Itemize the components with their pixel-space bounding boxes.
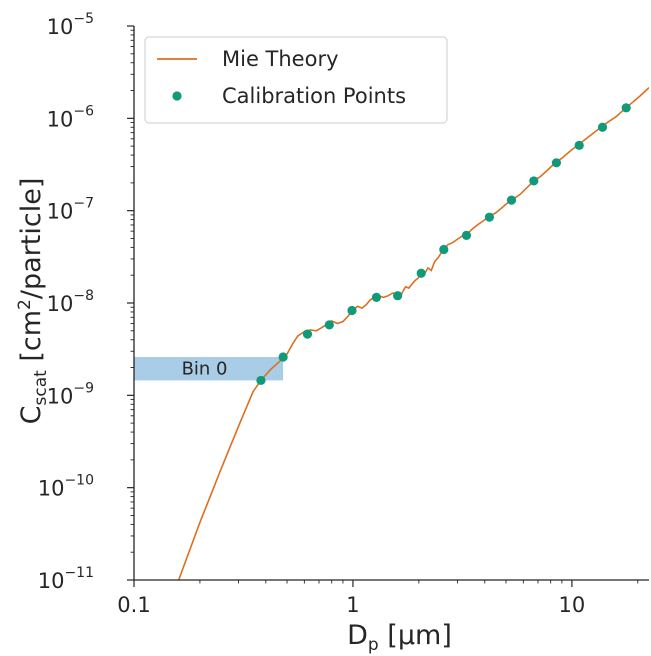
x-tick-label: 0.1 [117,593,150,617]
calibration-point [439,244,449,255]
y-axis-label: Cscat [cm2/particle] [15,178,51,425]
bin-band [134,357,284,381]
points-layer [256,103,631,386]
y-tick-label: 10−9 [47,380,94,408]
y-tick-label: 10−5 [47,11,94,39]
calibration-point [461,230,472,240]
legend-box [144,36,448,124]
calibration-point [597,122,608,132]
y-tick-label: 10−10 [38,473,94,501]
calibration-point [302,329,313,339]
y-tick-label: 10−6 [47,103,94,131]
calibration-point [621,103,631,113]
x-tick-label: 1 [346,593,359,617]
legend-entry-label: Mie Theory [222,47,339,71]
calibration-point [506,195,517,205]
calibration-point [371,292,382,302]
annotation-layer: Bin 0 [134,357,284,381]
axis-labels: Dp [μm] Cscat [cm2/particle] [15,178,452,655]
bin-label: Bin 0 [182,359,228,380]
x-axis-label: Dp [μm] [347,620,452,655]
calibration-point [256,375,266,386]
y-tick-label: 10−8 [47,288,94,316]
calibration-point [574,140,584,150]
calibration-point [324,320,334,330]
y-tick-label: 10−11 [38,565,94,593]
legend-marker-swatch [172,91,182,101]
calibration-point [347,305,357,316]
series-layer [177,87,649,580]
calibration-point [551,158,562,168]
series-mie-theory-line [177,87,649,580]
calibration-point [416,268,426,278]
calibration-point [529,176,539,186]
y-tick-label: 10−7 [47,196,94,224]
calibration-point [393,291,403,301]
legend: Mie Theory Calibration Points [144,36,448,124]
calibration-point [278,352,288,362]
calibration-point [484,212,495,222]
legend-entry-label: Calibration Points [222,84,406,108]
x-tick-label: 10 [559,593,586,617]
axes: 10−11 10−10 10−9 10−8 10−7 10−6 10−5 0.1 1 10 [38,11,649,617]
